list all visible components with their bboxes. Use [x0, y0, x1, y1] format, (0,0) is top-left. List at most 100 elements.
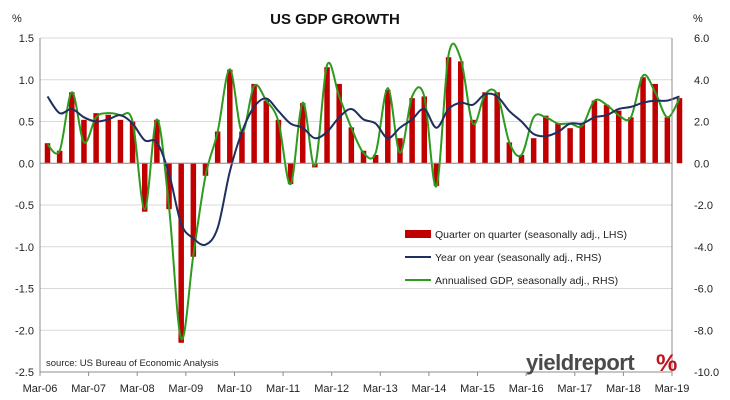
qoq-bar	[397, 138, 403, 164]
legend-label: Year on year (seasonally adj., RHS)	[435, 252, 602, 264]
left-tick-label: -0.5	[15, 200, 34, 212]
left-tick-label: -1.0	[15, 242, 34, 254]
x-tick-label: Mar-15	[460, 383, 495, 395]
qoq-bar	[603, 104, 610, 164]
right-tick-label: -8.0	[694, 325, 713, 337]
x-tick-label: Mar-06	[23, 383, 58, 395]
right-unit-label: %	[693, 13, 703, 25]
qoq-bar	[227, 69, 233, 164]
qoq-bar	[348, 127, 355, 164]
qoq-bar	[615, 110, 622, 164]
brand-wordmark: yieldreport	[526, 350, 635, 375]
right-tick-label: -6.0	[694, 284, 713, 296]
qoq-bar	[385, 89, 391, 164]
x-axis-ticks: Mar-06 Mar-07 Mar-08 Mar-09 Mar-10 Mar-11 Mar-…	[23, 372, 690, 395]
year-on-year-line	[46, 92, 680, 247]
qoq-bar	[69, 92, 75, 164]
source-note: source: US Bureau of Economic Analysis	[46, 358, 219, 369]
right-tick-label: -4.0	[694, 242, 713, 254]
left-tick-label: 1.0	[19, 75, 34, 87]
qoq-bar	[214, 131, 221, 164]
x-tick-label: Mar-18	[606, 383, 641, 395]
left-tick-label: -2.5	[15, 367, 34, 379]
qoq-bar	[664, 117, 671, 164]
x-tick-label: Mar-13	[363, 383, 398, 395]
qoq-bar	[518, 154, 525, 164]
qoq-bar	[506, 142, 513, 164]
qoq-bar	[433, 163, 440, 186]
qoq-bar	[372, 154, 379, 164]
qoq-bar	[482, 92, 488, 164]
qoq-bar	[202, 163, 209, 176]
qoq-bar	[579, 123, 586, 164]
qoq-bar	[263, 100, 270, 164]
qoq-bar	[105, 114, 112, 164]
right-tick-label: 2.0	[694, 117, 709, 129]
legend-label: Annualised GDP, seasonally adj., RHS)	[435, 275, 618, 287]
brand-percent-symbol: %	[656, 350, 677, 377]
qoq-bar	[543, 115, 549, 164]
chart-title: US GDP GROWTH	[270, 11, 400, 28]
legend: Quarter on quarter (seasonally adj., LHS…	[405, 229, 627, 287]
qoq-bar	[287, 163, 294, 185]
qoq-bar	[676, 98, 683, 164]
left-tick-label: 1.5	[19, 33, 34, 45]
left-tick-label: -2.0	[15, 325, 34, 337]
right-axis-ticks: 6.0 4.0 2.0 0.0 -2.0 -4.0 -6.0 -8.0 -10.0	[694, 33, 719, 379]
qoq-bar	[178, 163, 184, 343]
qoq-bar	[251, 83, 257, 164]
x-tick-label: Mar-07	[71, 383, 106, 395]
qoq-bar	[530, 138, 537, 164]
x-tick-label: Mar-14	[412, 383, 447, 395]
qoq-bar	[117, 119, 124, 164]
x-tick-label: Mar-16	[509, 383, 544, 395]
left-axis-ticks: 1.5 1.0 0.5 0.0 -0.5 -1.0 -1.5 -2.0 -2.5	[15, 33, 34, 379]
left-tick-label: 0.5	[19, 117, 34, 129]
qoq-bar	[591, 100, 598, 164]
qoq-bar	[299, 103, 306, 164]
yieldreport-logo: yieldreport %	[526, 350, 677, 377]
qoq-bar	[275, 119, 282, 164]
qoq-bar	[567, 128, 573, 164]
qoq-bar	[360, 150, 367, 164]
x-tick-label: Mar-11	[266, 383, 300, 395]
right-tick-label: 6.0	[694, 33, 709, 45]
left-unit-label: %	[12, 13, 22, 25]
qoq-bar	[93, 113, 99, 164]
qoq-bar	[336, 83, 342, 164]
x-tick-label: Mar-17	[557, 383, 592, 395]
qoq-bar	[628, 117, 634, 164]
left-tick-label: 0.0	[19, 158, 34, 170]
qoq-bar	[652, 83, 658, 164]
x-tick-label: Mar-19	[655, 383, 690, 395]
right-tick-label: 4.0	[694, 75, 709, 87]
legend-swatch-qoq	[405, 230, 431, 238]
x-tick-label: Mar-10	[217, 383, 252, 395]
qoq-bar	[457, 61, 464, 164]
qoq-bar	[409, 98, 415, 164]
qoq-bar	[44, 143, 51, 164]
right-tick-label: -10.0	[694, 367, 719, 379]
qoq-bar	[56, 150, 63, 164]
x-tick-label: Mar-09	[168, 383, 203, 395]
qoq-bar	[640, 77, 646, 164]
qoq-bar	[190, 163, 197, 257]
legend-label: Quarter on quarter (seasonally adj., LHS…	[435, 229, 627, 241]
x-tick-label: Mar-12	[314, 383, 349, 395]
qoq-bar	[166, 163, 172, 210]
right-tick-label: -2.0	[694, 200, 713, 212]
qoq-bar	[470, 119, 476, 164]
qoq-bar	[324, 67, 330, 164]
qoq-bar	[129, 121, 136, 164]
qoq-bar	[555, 123, 561, 164]
qoq-bar	[421, 96, 428, 164]
qoq-bar	[494, 92, 500, 164]
qoq-bar	[239, 131, 245, 164]
left-tick-label: -1.5	[15, 284, 34, 296]
x-tick-label: Mar-08	[120, 383, 155, 395]
right-tick-label: 0.0	[694, 158, 709, 170]
qoq-bar	[141, 163, 148, 212]
axes	[39, 38, 673, 373]
